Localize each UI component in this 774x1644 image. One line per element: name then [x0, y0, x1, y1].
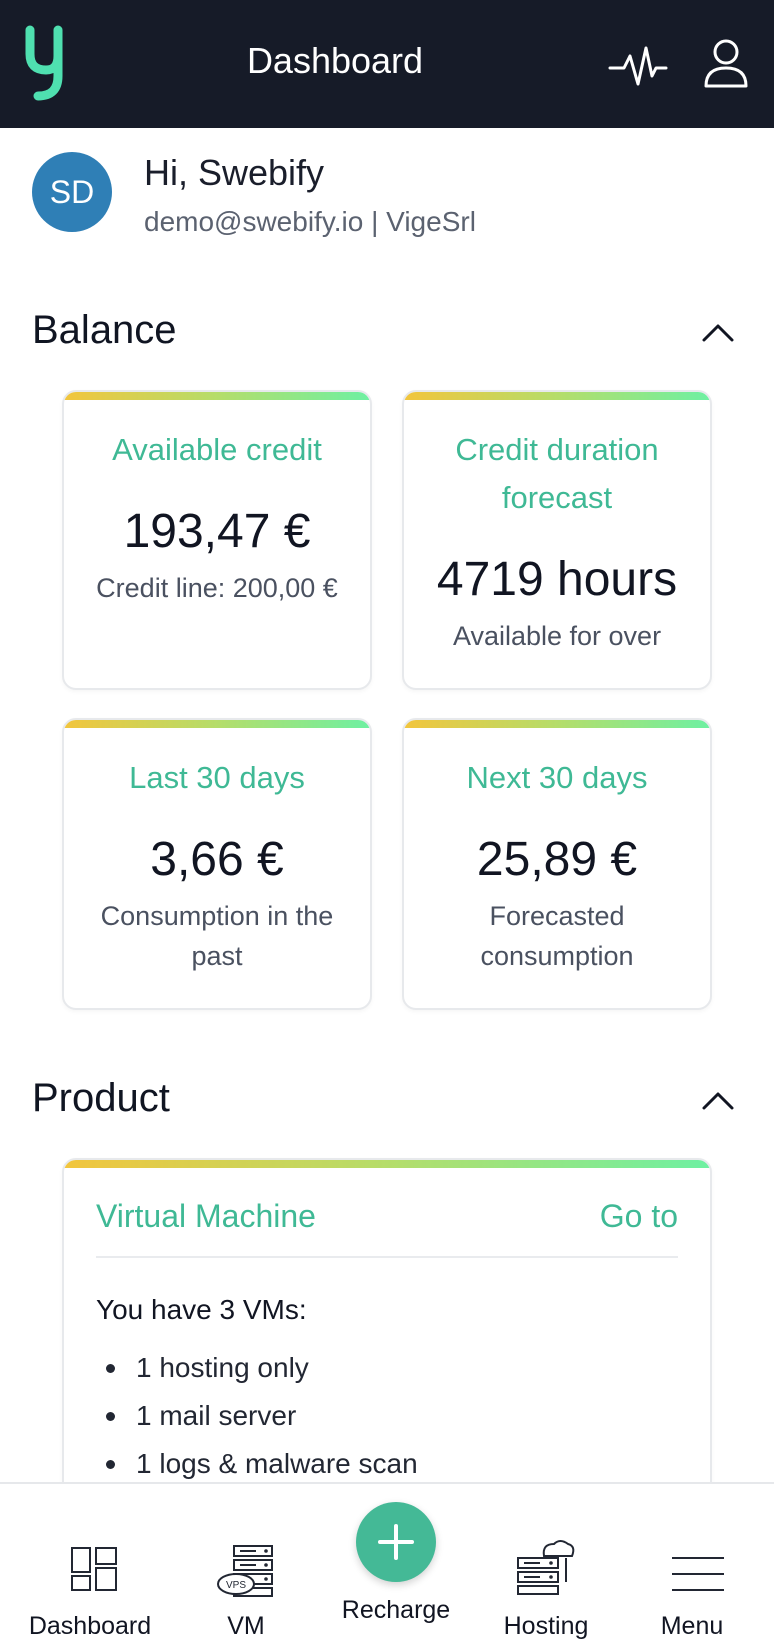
- plus-icon: [378, 1524, 414, 1560]
- credit-duration-card: Credit duration forecast 4719 hours Avai…: [402, 390, 712, 690]
- nav-label: VM: [227, 1612, 265, 1640]
- recharge-label[interactable]: Recharge: [341, 1596, 451, 1624]
- nav-item-menu[interactable]: Menu: [650, 1484, 734, 1644]
- vm-summary-text: You have 3 VMs:: [96, 1294, 307, 1325]
- card-subtext: Consumption in the past: [100, 901, 334, 971]
- user-icon[interactable]: [702, 36, 750, 92]
- account-email: demo@swebify.io | VigeSrl: [144, 206, 476, 237]
- list-item: 1 mail server: [96, 1392, 418, 1440]
- card-subtext: Credit line: 200,00 €: [96, 573, 338, 603]
- list-item: 1 logs & malware scan: [96, 1440, 418, 1488]
- vm-list: 1 hosting only 1 mail server 1 logs & ma…: [96, 1344, 418, 1488]
- top-bar: Dashboard: [0, 0, 774, 128]
- nav-label: Menu: [660, 1612, 724, 1640]
- card-label: Credit duration forecast: [455, 432, 659, 515]
- nav-label: Dashboard: [28, 1612, 152, 1640]
- available-credit-card: Available credit 193,47 € Credit line: 2…: [62, 390, 372, 690]
- card-subtext: Forecasted consumption: [480, 901, 634, 971]
- svg-text:VPS: VPS: [226, 1580, 246, 1591]
- nav-label: Hosting: [503, 1612, 589, 1640]
- last-30-days-card: Last 30 days 3,66 € Consumption in the p…: [62, 718, 372, 1010]
- vm-card-title: Virtual Machine: [96, 1198, 316, 1234]
- chevron-up-icon[interactable]: [700, 1088, 736, 1112]
- avatar[interactable]: SD: [32, 152, 112, 232]
- next-30-days-card: Next 30 days 25,89 € Forecasted consumpt…: [402, 718, 712, 1010]
- go-to-link[interactable]: Go to: [599, 1198, 678, 1234]
- card-label: Next 30 days: [466, 760, 648, 795]
- brand-logo-icon[interactable]: [22, 24, 68, 102]
- card-value: 4719 hours: [436, 553, 678, 606]
- hamburger-menu-icon: [672, 1557, 724, 1591]
- activity-pulse-icon[interactable]: [608, 40, 668, 92]
- chevron-up-icon[interactable]: [700, 320, 736, 344]
- card-label: Available credit: [112, 432, 322, 467]
- vps-server-icon: VPS: [217, 1545, 273, 1597]
- nav-item-vm[interactable]: VPS VM: [186, 1484, 306, 1644]
- card-value: 193,47 €: [123, 505, 311, 558]
- card-value: 3,66 €: [150, 833, 284, 886]
- balance-section-title: Balance: [32, 308, 177, 352]
- dashboard-grid-icon: [71, 1547, 117, 1591]
- page-title: Dashboard: [246, 40, 424, 81]
- nav-item-hosting[interactable]: Hosting: [494, 1484, 598, 1644]
- card-label: Last 30 days: [129, 760, 305, 795]
- card-subtext: Available for over: [452, 621, 662, 651]
- divider: [96, 1256, 678, 1258]
- recharge-button[interactable]: [356, 1502, 436, 1582]
- product-section-title: Product: [32, 1076, 170, 1120]
- card-value: 25,89 €: [476, 833, 638, 886]
- list-item: 1 hosting only: [96, 1344, 418, 1392]
- nav-item-dashboard[interactable]: Dashboard: [20, 1484, 160, 1644]
- greeting-text: Hi, Swebify: [144, 152, 325, 193]
- cloud-server-icon: [517, 1540, 575, 1595]
